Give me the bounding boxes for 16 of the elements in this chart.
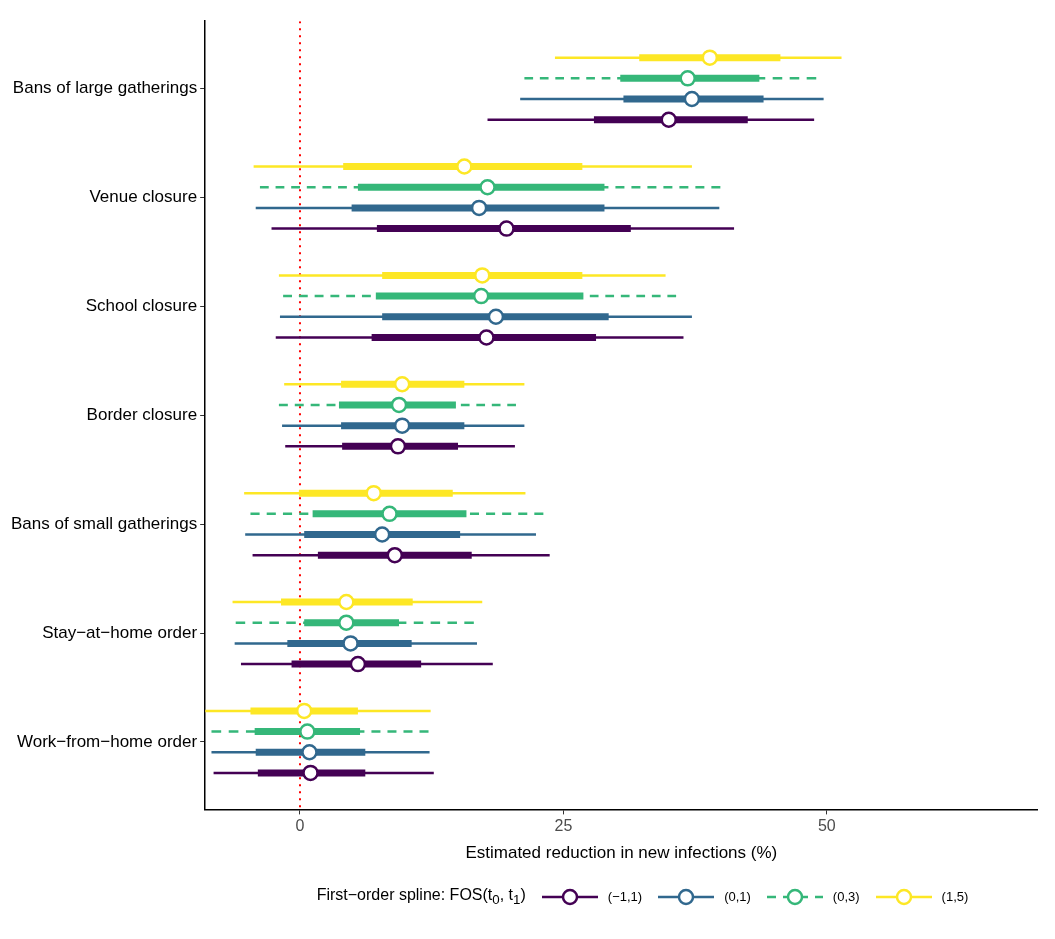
y-tick-label: Bans of large gatherings [12,78,198,98]
y-tick-label: Work−from−home order [17,731,198,751]
x-tick-label: 0 [295,817,305,835]
legend-label: (0,3) [832,889,860,905]
legend-label: (1,5) [941,889,969,905]
legend-title: First−order spline: FOS(t$_{0}$, t$_{1}$) [316,886,526,908]
x-axis-title: Estimated reduction in new infections (%) [465,843,778,863]
legend-label: (−1,1) [607,889,643,905]
y-tick-label: Border closure [86,404,198,424]
y-tick-label: Venue closure [89,187,198,207]
y-tick-label: School closure [85,296,198,316]
legend-label: (0,1) [724,889,751,905]
y-tick-label: Bans of small gatherings [11,513,198,533]
y-tick-label: Stay−at−home order [42,622,198,642]
x-tick-label: 25 [554,817,573,835]
x-tick-label: 50 [817,817,836,835]
